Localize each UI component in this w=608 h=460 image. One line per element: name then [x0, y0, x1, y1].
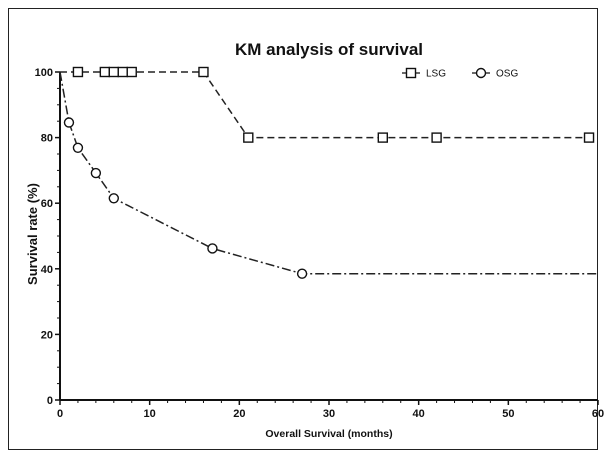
data-point-osg — [63, 117, 75, 128]
y-tick-label: 100 — [35, 67, 53, 79]
data-point-lsg — [583, 132, 595, 143]
legend-label-lsg: LSG — [426, 69, 446, 80]
x-tick-label: 0 — [57, 408, 63, 420]
data-point-lsg — [198, 66, 209, 78]
series-line-osg — [59, 71, 598, 275]
x-tick-label: 30 — [323, 408, 335, 420]
data-point-osg — [72, 142, 84, 153]
y-tick-label: 0 — [47, 395, 53, 407]
series-osg — [59, 71, 598, 279]
x-tick-label: 20 — [233, 408, 245, 420]
x-tick-label: 10 — [144, 408, 156, 420]
data-point-osg — [90, 167, 102, 179]
axes: 0 20 40 60 80 100 0 10 20 30 40 50 60 — [35, 67, 604, 420]
chart-frame — [8, 8, 598, 450]
y-tick-label: 40 — [41, 264, 53, 276]
series-line-lsg — [60, 71, 598, 139]
x-axis-label: Overall Survival (months) — [265, 428, 392, 440]
data-point-osg — [207, 243, 218, 254]
x-tick-label: 40 — [413, 408, 425, 420]
x-tick-label: 50 — [502, 408, 514, 420]
x-tick-label: 60 — [592, 408, 604, 420]
y-axis-label: Survival rate (%) — [25, 183, 40, 285]
data-point-lsg — [377, 132, 388, 143]
data-point-lsg — [431, 132, 442, 143]
data-point-lsg — [72, 66, 84, 78]
legend-marker-lsg — [405, 67, 417, 79]
legend: LSG OSG — [402, 67, 518, 80]
series-layer — [59, 66, 598, 279]
series-lsg — [60, 66, 598, 143]
data-point-lsg — [243, 132, 254, 143]
data-point-osg — [296, 268, 308, 279]
data-point-lsg — [99, 66, 111, 78]
legend-marker-osg — [475, 67, 487, 79]
y-tick-label: 20 — [41, 329, 53, 341]
data-point-lsg — [126, 66, 137, 78]
y-tick-label: 60 — [41, 198, 53, 210]
data-point-osg — [108, 193, 120, 204]
legend-label-osg: OSG — [496, 69, 518, 80]
data-point-lsg — [108, 66, 120, 78]
y-tick-label: 80 — [41, 133, 53, 145]
data-point-lsg — [117, 66, 128, 78]
chart-title: KM analysis of survival — [235, 40, 423, 59]
